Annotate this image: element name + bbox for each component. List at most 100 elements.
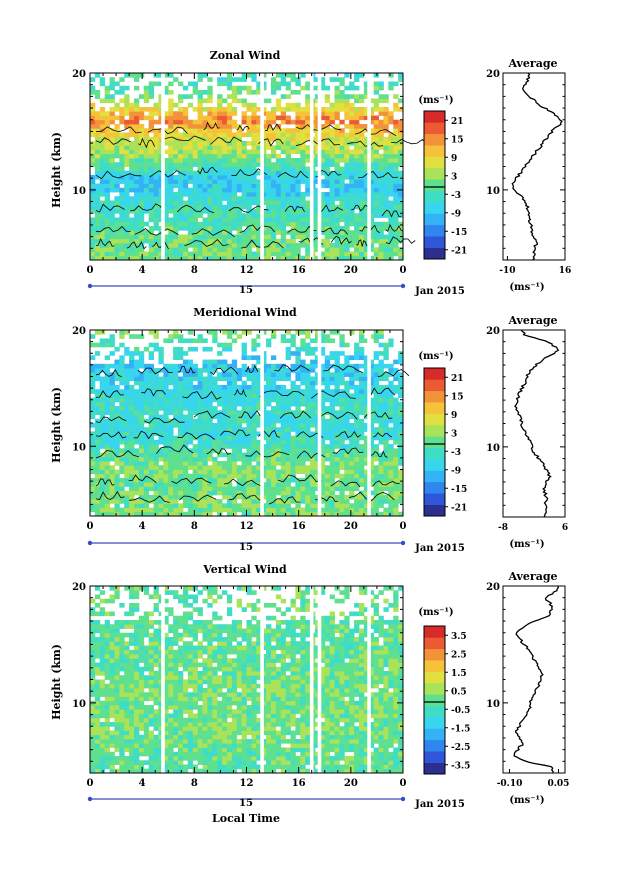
- heatmap-cell: [334, 217, 340, 223]
- heatmap-cell: [319, 158, 326, 163]
- heatmap-cell: [226, 251, 233, 257]
- heatmap-cell: [94, 448, 101, 453]
- heatmap-cell: [124, 187, 130, 193]
- heatmap-cell: [373, 85, 379, 91]
- heatmap-cell: [334, 243, 340, 248]
- heatmap-cell: [241, 406, 247, 411]
- heatmap-cell: [329, 115, 335, 121]
- heatmap-cell: [124, 490, 130, 496]
- heatmap-cell: [305, 469, 311, 475]
- heatmap-cell: [222, 507, 228, 513]
- heatmap-cell: [104, 482, 110, 487]
- heatmap-cell: [182, 166, 189, 172]
- heatmap-cell: [334, 102, 340, 108]
- heatmap-cell: [344, 213, 350, 218]
- heatmap-cell: [104, 192, 110, 197]
- heatmap-cell: [202, 376, 208, 382]
- heatmap-cell: [207, 511, 213, 517]
- heatmap-cell: [305, 427, 311, 432]
- data-gap: [367, 73, 371, 260]
- heatmap-cell: [90, 482, 96, 487]
- heatmap-cell: [358, 183, 365, 189]
- heatmap-cell: [187, 330, 194, 335]
- heatmap-cell: [187, 251, 194, 257]
- heatmap-cell: [173, 158, 179, 163]
- heatmap-cell: [129, 334, 135, 339]
- heatmap-cell: [129, 372, 135, 377]
- heatmap-cell: [388, 418, 394, 424]
- heatmap-cell: [207, 452, 213, 458]
- heatmap-cell: [109, 136, 115, 142]
- heatmap-cell: [270, 111, 277, 116]
- heatmap-cell: [202, 73, 208, 78]
- heatmap-cell: [178, 376, 184, 382]
- heatmap-cell: [212, 334, 218, 339]
- heatmap-cell: [217, 158, 223, 163]
- heatmap-cell: [290, 418, 296, 424]
- heatmap-cell: [354, 230, 360, 235]
- heatmap-cell: [393, 221, 399, 227]
- heatmap-cell: [349, 221, 355, 227]
- heatmap-cell: [90, 380, 96, 386]
- heatmap-cell: [300, 204, 306, 210]
- heatmap-cell: [358, 473, 365, 479]
- heatmap-cell: [256, 243, 262, 248]
- heatmap-cell: [358, 490, 365, 496]
- heatmap-cell: [319, 406, 326, 411]
- heatmap-cell: [119, 456, 125, 462]
- heatmap-cell: [354, 196, 360, 201]
- heatmap-cell: [305, 351, 311, 356]
- heatmap-cell: [138, 494, 145, 500]
- heatmap-cell: [148, 452, 154, 458]
- heatmap-cell: [383, 213, 389, 218]
- heatmap-cell: [158, 477, 164, 483]
- heatmap-cell: [378, 461, 384, 466]
- heatmap-cell: [270, 494, 277, 500]
- contour-line: [330, 480, 361, 488]
- heatmap-cell: [90, 486, 96, 492]
- heatmap-cell: [217, 102, 223, 108]
- heatmap-cell: [202, 179, 208, 184]
- heatmap-cell: [158, 162, 164, 167]
- heatmap-cell: [270, 469, 277, 475]
- heatmap-cell: [222, 410, 228, 415]
- heatmap-cell: [90, 355, 96, 360]
- heatmap-cell: [173, 141, 179, 146]
- heatmap-cell: [148, 209, 154, 214]
- heatmap-cell: [368, 418, 375, 424]
- heatmap-cell: [226, 255, 233, 261]
- heatmap-cell: [339, 452, 345, 458]
- heatmap-cell: [363, 217, 370, 223]
- heatmap-cell: [114, 494, 120, 500]
- heatmap-cell: [251, 179, 257, 184]
- heatmap-cell: [300, 338, 306, 344]
- heatmap-cell: [383, 346, 389, 352]
- heatmap-cell: [90, 107, 96, 112]
- heatmap-cell: [388, 427, 394, 432]
- heatmap-cell: [383, 486, 389, 492]
- heatmap-cell: [207, 153, 213, 159]
- heatmap-cell: [109, 444, 115, 449]
- heatmap-cell: [305, 397, 311, 403]
- heatmap-cell: [314, 363, 321, 369]
- heatmap-cell: [398, 384, 404, 390]
- heatmap-cell: [207, 234, 213, 240]
- heatmap-cell: [368, 166, 375, 172]
- heatmap-cell: [197, 389, 203, 394]
- heatmap-cell: [143, 204, 150, 210]
- heatmap-cell: [178, 234, 184, 240]
- heatmap-cell: [236, 230, 243, 235]
- heatmap-cell: [138, 238, 145, 244]
- heatmap-cell: [344, 107, 350, 112]
- heatmap-cell: [217, 98, 223, 104]
- heatmap-cell: [295, 107, 301, 112]
- heatmap-cell: [383, 372, 389, 377]
- heatmap-cell: [182, 141, 189, 146]
- heatmap-cell: [358, 372, 365, 377]
- heatmap-cell: [226, 490, 233, 496]
- heatmap-cell: [168, 486, 174, 492]
- heatmap-cell: [231, 372, 238, 377]
- heatmap-cell: [246, 486, 252, 492]
- heatmap-cell: [226, 380, 233, 386]
- heatmap-cell: [334, 153, 340, 159]
